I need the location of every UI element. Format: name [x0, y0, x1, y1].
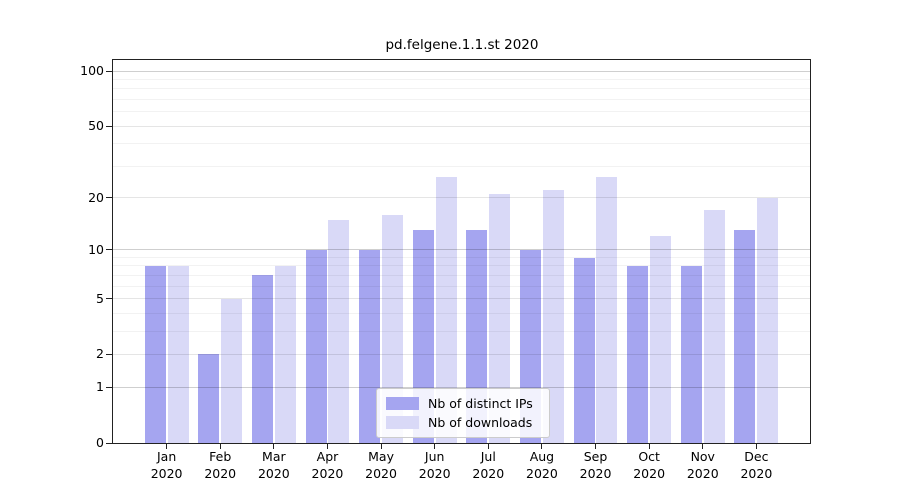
- x-tick-mark-jun: [434, 444, 436, 449]
- y-tick-label-5: 5: [96, 290, 104, 306]
- gridline-50: [113, 125, 810, 127]
- x-tick-mark-feb: [219, 444, 221, 449]
- bar-downloads-dec: [757, 197, 779, 443]
- gridline-20: [113, 197, 810, 199]
- y-tick-mark-50: [106, 125, 112, 127]
- x-tick-label-aug: Aug 2020: [526, 449, 558, 481]
- x-tick-mark-mar: [273, 444, 275, 449]
- y-tick-mark-2: [106, 353, 112, 355]
- x-tick-label-jul: Jul 2020: [472, 449, 505, 481]
- bar-ips-dec: [734, 230, 756, 443]
- legend: Nb of distinct IPs Nb of downloads: [376, 388, 550, 438]
- legend-label-downloads: Nb of downloads: [428, 415, 533, 430]
- x-tick-label-feb: Feb 2020: [204, 449, 237, 481]
- chart-title: pd.felgene.1.1.st 2020: [385, 37, 539, 53]
- bar-ips-feb: [198, 354, 220, 443]
- gridline-30: [113, 165, 810, 167]
- bar-ips-sep: [573, 257, 595, 443]
- bar-ips-mar: [251, 275, 273, 443]
- x-tick-label-nov: Nov 2020: [686, 449, 719, 481]
- x-tick-mark-sep: [595, 444, 597, 449]
- y-tick-mark-1: [106, 386, 112, 388]
- bar-downloads-may: [381, 214, 403, 443]
- bar-downloads-jun: [435, 177, 457, 443]
- y-tick-label-0: 0: [96, 435, 104, 450]
- legend-swatch-downloads: [386, 416, 419, 429]
- bar-ips-nov: [680, 265, 702, 443]
- bar-downloads-jan: [167, 265, 189, 443]
- legend-swatch-distinct-ips: [386, 397, 419, 410]
- bar-downloads-apr: [328, 219, 350, 443]
- bar-ips-apr: [305, 249, 327, 443]
- gridline-60: [113, 111, 810, 113]
- x-tick-label-jan: Jan 2020: [150, 449, 183, 481]
- x-tick-mark-nov: [702, 444, 704, 449]
- x-tick-mark-jul: [487, 444, 489, 449]
- bar-downloads-aug: [542, 190, 564, 443]
- y-tick-mark-0: [106, 442, 112, 444]
- bar-downloads-oct: [650, 236, 672, 443]
- x-tick-mark-may: [380, 444, 382, 449]
- bar-ips-oct: [627, 265, 649, 443]
- x-tick-mark-dec: [755, 444, 757, 449]
- gridline-100: [113, 70, 810, 72]
- legend-label-distinct-ips: Nb of distinct IPs: [428, 396, 533, 411]
- x-tick-label-jun: Jun 2020: [418, 449, 451, 481]
- y-tick-label-10: 10: [88, 241, 104, 257]
- y-tick-label-2: 2: [96, 346, 104, 362]
- bar-downloads-jul: [489, 193, 511, 443]
- x-tick-label-dec: Dec 2020: [740, 449, 773, 481]
- x-tick-label-oct: Oct 2020: [633, 449, 666, 481]
- gridline-80: [113, 88, 810, 90]
- x-tick-mark-apr: [326, 444, 328, 449]
- bar-downloads-sep: [596, 177, 618, 443]
- y-tick-label-1: 1: [96, 379, 104, 395]
- gridline-40: [113, 143, 810, 145]
- bar-downloads-nov: [703, 210, 725, 443]
- y-tick-mark-10: [106, 249, 112, 251]
- plot-area: [112, 59, 811, 444]
- gridline-70: [113, 99, 810, 101]
- x-tick-mark-jan: [166, 444, 168, 449]
- x-tick-mark-aug: [541, 444, 543, 449]
- y-tick-mark-20: [106, 197, 112, 199]
- gridline-90: [113, 79, 810, 81]
- bar-ips-may: [359, 249, 381, 443]
- y-tick-mark-5: [106, 298, 112, 300]
- y-tick-label-50: 50: [88, 118, 104, 134]
- bar-ips-jan: [144, 265, 166, 443]
- x-tick-label-apr: Apr 2020: [311, 449, 344, 481]
- y-tick-mark-100: [106, 70, 112, 72]
- x-tick-mark-oct: [648, 444, 650, 449]
- bar-downloads-feb: [221, 298, 243, 443]
- legend-item-distinct-ips: Nb of distinct IPs: [377, 396, 549, 411]
- y-tick-label-100: 100: [80, 63, 104, 79]
- x-tick-label-may: May 2020: [365, 449, 397, 481]
- x-tick-label-mar: Mar 2020: [257, 449, 290, 481]
- bar-downloads-mar: [274, 265, 296, 443]
- x-tick-label-sep: Sep 2020: [579, 449, 612, 481]
- legend-item-downloads: Nb of downloads: [377, 415, 549, 430]
- y-tick-label-20: 20: [88, 189, 104, 205]
